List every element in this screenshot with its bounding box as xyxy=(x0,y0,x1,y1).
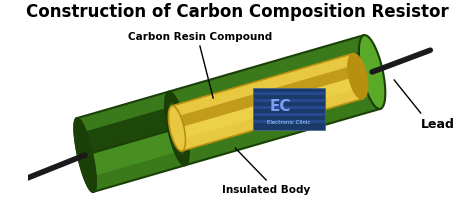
Text: Lead: Lead xyxy=(421,118,455,131)
Polygon shape xyxy=(77,35,381,192)
Polygon shape xyxy=(165,92,189,165)
Text: EC: EC xyxy=(270,99,291,114)
Text: Electronic Clinic: Electronic Clinic xyxy=(267,120,311,125)
Polygon shape xyxy=(174,65,358,129)
Polygon shape xyxy=(74,118,96,192)
Polygon shape xyxy=(168,102,186,155)
Text: Insulated Body: Insulated Body xyxy=(222,185,310,195)
Polygon shape xyxy=(74,118,96,192)
Polygon shape xyxy=(80,50,372,155)
Text: Carbon Resin Compound: Carbon Resin Compound xyxy=(128,32,272,42)
Text: Construction of Carbon Composition Resistor: Construction of Carbon Composition Resis… xyxy=(26,3,448,21)
FancyBboxPatch shape xyxy=(253,88,325,130)
Polygon shape xyxy=(348,53,368,99)
Polygon shape xyxy=(172,54,363,151)
Polygon shape xyxy=(177,76,360,140)
Polygon shape xyxy=(85,72,377,177)
Polygon shape xyxy=(168,106,185,151)
Polygon shape xyxy=(359,35,385,109)
